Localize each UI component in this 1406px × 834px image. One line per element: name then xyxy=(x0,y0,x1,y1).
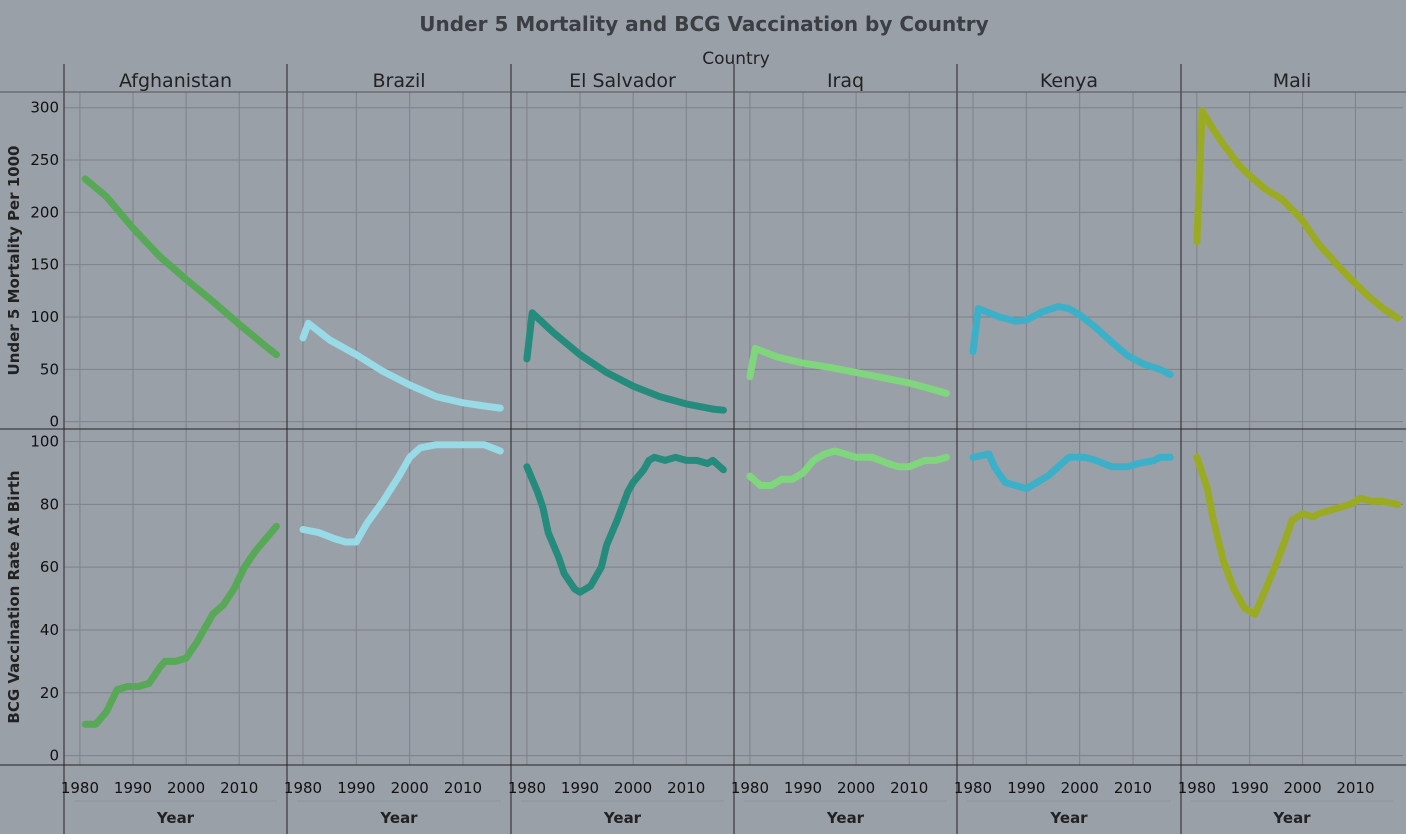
x-tick-label: 1980 xyxy=(508,779,546,797)
x-axis-label: Year xyxy=(826,809,865,827)
x-axis-label: Year xyxy=(1272,809,1311,827)
x-tick-label: 1980 xyxy=(1178,779,1216,797)
country-header: Iraq xyxy=(827,70,864,92)
x-axis-label: Year xyxy=(1049,809,1088,827)
x-tick-label: 1990 xyxy=(561,779,599,797)
column-header: Country xyxy=(702,49,770,69)
y-tick-label: 100 xyxy=(30,308,59,326)
series-line-kenya-mortality xyxy=(969,303,1174,379)
x-tick-label: 1990 xyxy=(784,779,822,797)
y-tick-label: 80 xyxy=(40,495,59,513)
y-tick-label: 60 xyxy=(40,558,59,576)
y-tick-label: 50 xyxy=(40,360,59,378)
y-tick-label: 300 xyxy=(30,99,59,117)
series-line-iraq-bcg xyxy=(746,447,950,489)
x-tick-label: 2000 xyxy=(391,779,429,797)
x-tick-label: 1980 xyxy=(954,779,992,797)
y-tick-label: 20 xyxy=(40,684,59,702)
country-header: Brazil xyxy=(372,70,425,92)
series-line-brazil-bcg xyxy=(299,441,504,546)
chart-title: Under 5 Mortality and BCG Vaccination by… xyxy=(419,12,988,36)
x-tick-label: 2000 xyxy=(167,779,205,797)
x-tick-label: 2010 xyxy=(667,779,705,797)
country-header: Mali xyxy=(1273,70,1312,92)
y-tick-label: 250 xyxy=(30,151,59,169)
country-header: Afghanistan xyxy=(119,70,232,92)
x-tick-label: 1990 xyxy=(1231,779,1269,797)
x-tick-label: 1980 xyxy=(731,779,769,797)
y-tick-label: 0 xyxy=(49,747,59,765)
y-tick-label: 0 xyxy=(49,413,59,431)
y-tick-label: 40 xyxy=(40,621,59,639)
y-tick-label: 200 xyxy=(30,203,59,221)
y-axis-label-mortality: Under 5 Mortality Per 1000 xyxy=(5,146,23,376)
series-line-afghanistan-mortality xyxy=(81,175,280,359)
series-line-kenya-bcg xyxy=(969,450,1174,493)
x-tick-label: 2000 xyxy=(1283,779,1321,797)
x-tick-label: 2010 xyxy=(890,779,928,797)
x-tick-label: 2000 xyxy=(837,779,875,797)
x-tick-label: 1990 xyxy=(114,779,152,797)
x-tick-label: 2000 xyxy=(1061,779,1099,797)
series-line-brazil-mortality xyxy=(299,319,504,412)
x-axis-label: Year xyxy=(379,809,418,827)
y-axis-label-bcg: BCG Vaccination Rate At Birth xyxy=(5,470,23,723)
x-axis-label: Year xyxy=(603,809,642,827)
x-tick-label: 1980 xyxy=(61,779,99,797)
plot-area: Afghanistan Brazil El Salvador Iraq Kenya Mal… xyxy=(0,64,1406,834)
x-tick-label: 1990 xyxy=(337,779,375,797)
y-tick-label: 100 xyxy=(30,433,59,451)
x-tick-label: 2010 xyxy=(1114,779,1152,797)
x-tick-label: 2010 xyxy=(1336,779,1374,797)
country-header: Kenya xyxy=(1040,70,1098,92)
country-header: El Salvador xyxy=(569,70,676,92)
series-line-afghanistan-bcg xyxy=(81,522,280,728)
x-tick-label: 2010 xyxy=(220,779,258,797)
x-tick-label: 2000 xyxy=(614,779,652,797)
series-line-mali-mortality xyxy=(1193,107,1402,322)
x-axis-label: Year xyxy=(156,809,195,827)
x-tick-label: 1980 xyxy=(284,779,322,797)
y-tick-label: 150 xyxy=(30,256,59,274)
x-tick-label: 1990 xyxy=(1007,779,1045,797)
series-line-el-salvador-mortality xyxy=(523,309,727,414)
x-tick-label: 2010 xyxy=(444,779,482,797)
series-line-iraq-mortality xyxy=(746,344,950,397)
series-line-el-salvador-bcg xyxy=(523,453,727,596)
series-line-mali-bcg xyxy=(1193,453,1402,618)
